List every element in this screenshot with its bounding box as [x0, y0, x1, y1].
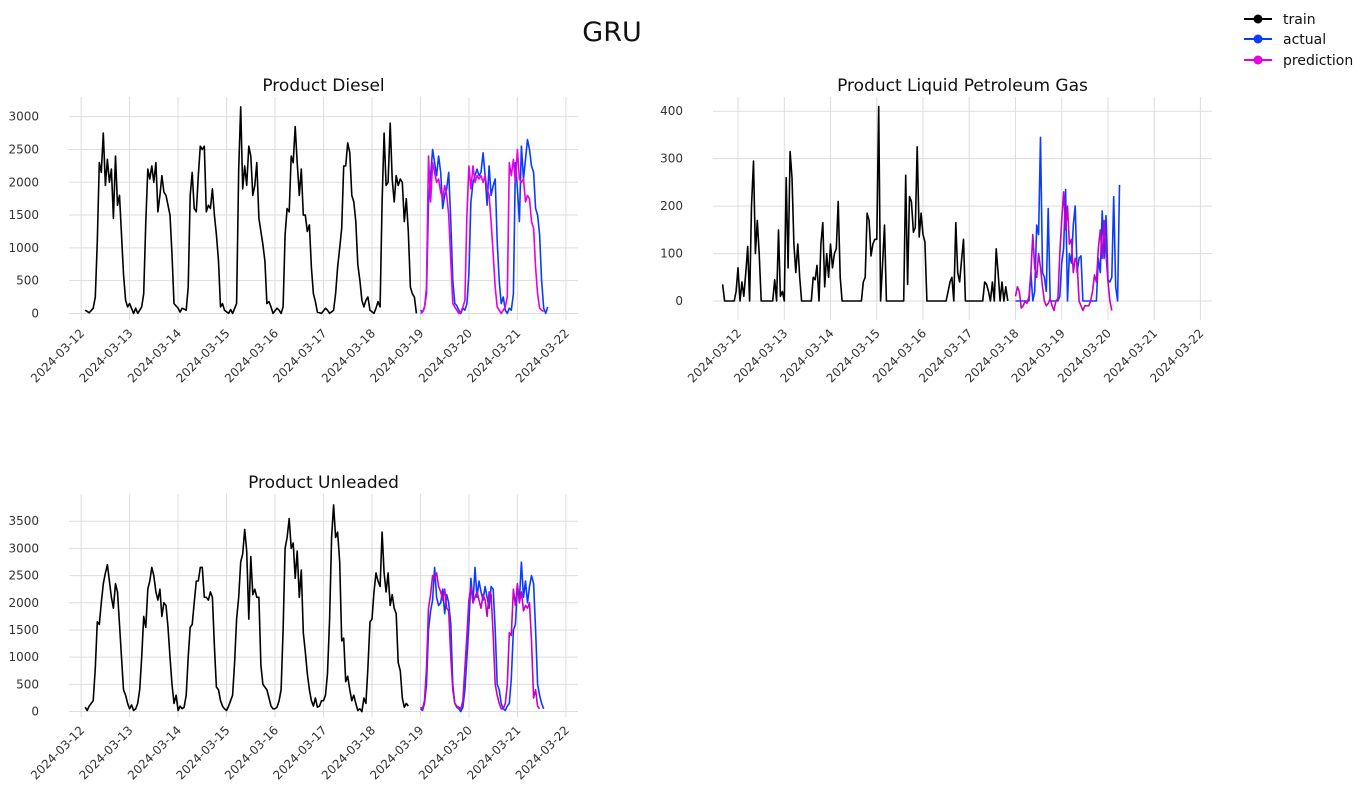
- y-tick-label: 1500: [8, 208, 39, 222]
- y-tick-label: 500: [16, 274, 39, 288]
- y-tick-label: 2500: [8, 142, 39, 156]
- y-tick-label: 0: [675, 294, 683, 308]
- series-line-train: [721, 105, 1009, 302]
- y-tick-label: 1000: [8, 650, 39, 664]
- legend-marker-prediction: [1253, 55, 1263, 65]
- y-tick-label: 100: [660, 247, 683, 261]
- series-line-actual: [419, 138, 549, 315]
- legend-label-actual: actual: [1283, 32, 1326, 48]
- y-tick-label: 300: [660, 152, 683, 166]
- legend: train actual prediction: [1244, 12, 1353, 69]
- y-tick-label: 3500: [8, 514, 39, 528]
- legend-marker-train: [1253, 14, 1263, 24]
- legend-marker-actual: [1253, 34, 1263, 44]
- series-line-actual: [419, 561, 545, 713]
- series-line-actual: [1015, 136, 1121, 302]
- legend-entry-actual: actual: [1244, 32, 1326, 48]
- y-tick-label: 0: [31, 306, 39, 320]
- panel-title: Product Unleaded: [248, 473, 399, 493]
- series-line-train: [84, 106, 418, 315]
- series-line-prediction: [420, 148, 545, 315]
- y-tick-label: 2000: [8, 596, 39, 610]
- y-tick-label: 1500: [8, 623, 39, 637]
- legend-label-prediction: prediction: [1283, 53, 1353, 69]
- y-tick-label: 2000: [8, 175, 39, 189]
- legend-entry-train: train: [1244, 12, 1316, 28]
- y-tick-label: 2500: [8, 569, 39, 583]
- panel-title: Product Diesel: [262, 76, 384, 96]
- legend-label-train: train: [1283, 12, 1316, 28]
- figure-title: GRU: [582, 17, 641, 48]
- panel-diesel: Product Diesel05001000150020002500300020…: [8, 76, 578, 385]
- series-line-train: [84, 504, 409, 713]
- y-tick-label: 400: [660, 104, 683, 118]
- y-tick-label: 1000: [8, 241, 39, 255]
- legend-entry-prediction: prediction: [1244, 53, 1353, 69]
- series-line-prediction: [420, 572, 541, 710]
- panel-unleaded: Product Unleaded 0 500 1000 1500 2000 2500 3000…: [8, 473, 578, 782]
- y-tick-label: 3000: [8, 110, 39, 124]
- y-tick-label: 500: [16, 677, 39, 691]
- series-line-prediction: [1014, 191, 1113, 312]
- panel-liquid-petroleum-gas: Product Liquid Petroleum Gas 0 100 200 300 40…: [660, 76, 1212, 385]
- y-tick-label: 3000: [8, 541, 39, 555]
- panel-title: Product Liquid Petroleum Gas: [837, 76, 1088, 96]
- y-tick-label: 0: [31, 705, 39, 719]
- y-tick-label: 200: [660, 199, 683, 213]
